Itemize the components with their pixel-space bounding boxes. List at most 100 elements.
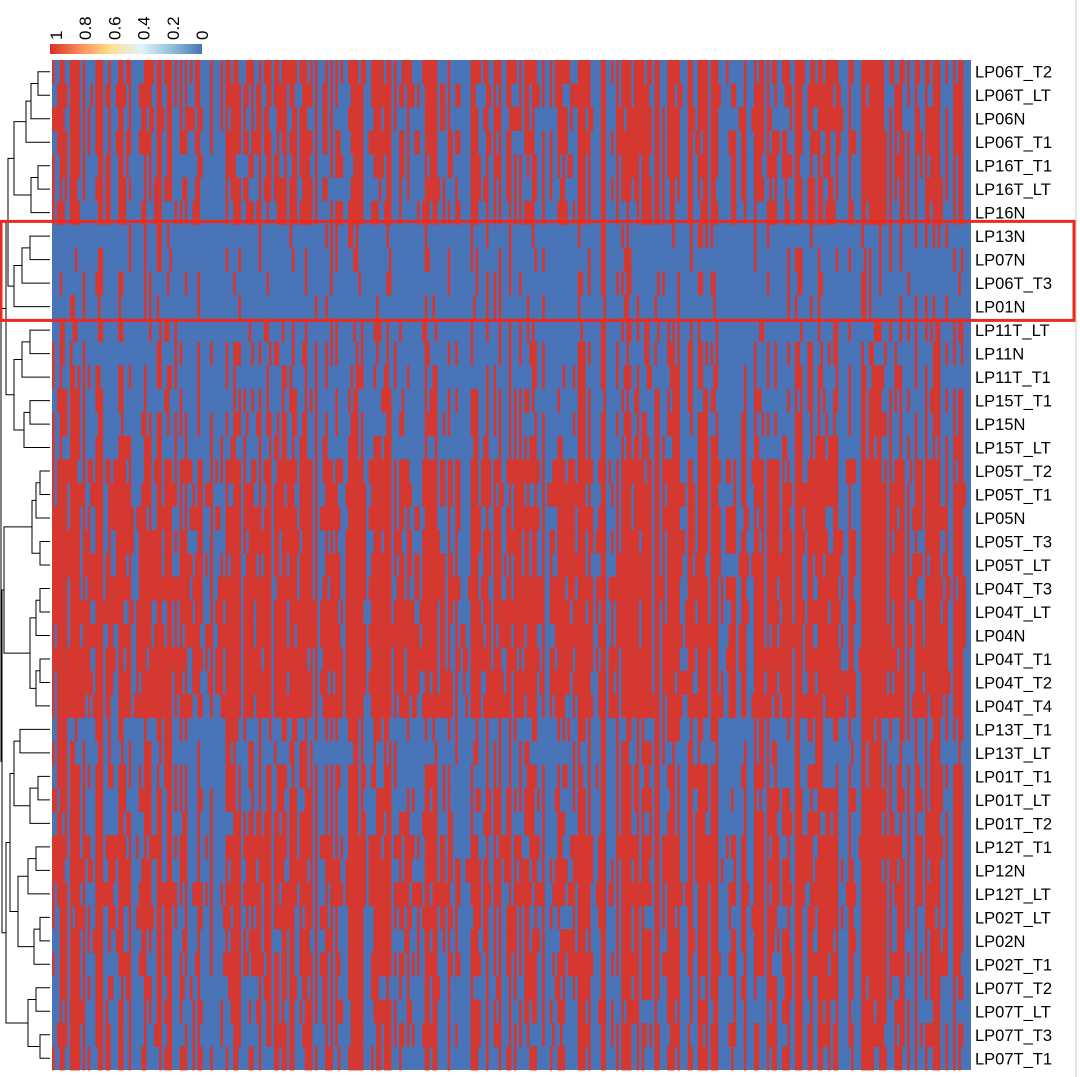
heatmap-cell xyxy=(848,553,854,578)
heatmap-cell xyxy=(741,576,747,601)
heatmap-cell xyxy=(636,623,640,648)
heatmap-cell xyxy=(662,482,665,507)
heatmap-cell xyxy=(654,177,660,202)
heatmap-cell xyxy=(907,1023,910,1047)
heatmap-cell xyxy=(470,929,479,953)
heatmap-cell xyxy=(879,83,885,108)
heatmap-cell xyxy=(136,835,139,860)
heatmap-cell xyxy=(815,647,826,672)
heatmap-cell xyxy=(771,130,780,155)
heatmap-cell xyxy=(345,576,356,601)
heatmap-cell xyxy=(519,929,522,953)
row-labels: LP06T_T2LP06T_LTLP06NLP06T_T1LP16T_T1LP1… xyxy=(975,64,1052,1069)
heatmap-cell xyxy=(263,835,272,860)
heatmap-cell xyxy=(72,318,75,343)
heatmap-cell xyxy=(299,952,310,977)
heatmap-cell xyxy=(108,905,116,930)
heatmap-cell xyxy=(514,482,517,507)
heatmap-cell xyxy=(302,435,308,460)
heatmap-cell xyxy=(440,835,446,860)
heatmap-cell xyxy=(322,694,333,719)
heatmap-cell xyxy=(879,412,882,437)
heatmap-cell xyxy=(432,929,438,953)
heatmap-cell xyxy=(427,200,430,225)
heatmap-cell xyxy=(628,929,632,953)
heatmap-cell xyxy=(662,670,665,695)
heatmap-cell xyxy=(174,623,178,648)
heatmap-cell xyxy=(57,741,65,766)
heatmap-cell xyxy=(914,952,918,977)
heatmap-cell xyxy=(884,412,887,437)
heatmap-cell xyxy=(628,412,632,437)
heatmap-cell xyxy=(710,694,721,719)
heatmap-cell xyxy=(485,670,489,695)
heatmap-cell xyxy=(789,600,793,625)
heatmap-cell xyxy=(631,529,640,554)
heatmap-cell xyxy=(731,929,737,953)
heatmap-cell xyxy=(470,1046,479,1071)
heatmap-cell xyxy=(69,83,81,108)
heatmap-cell xyxy=(246,412,249,437)
heatmap-cell xyxy=(52,177,55,202)
heatmap-cell xyxy=(667,1046,675,1071)
heatmap-cell xyxy=(930,318,933,343)
heatmap-cell xyxy=(179,858,188,883)
heatmap-cell xyxy=(82,788,86,813)
heatmap-row xyxy=(52,600,966,625)
heatmap-row xyxy=(52,1046,961,1071)
heatmap-cell xyxy=(825,811,831,836)
heatmap-cell xyxy=(166,365,172,390)
heatmap-cell xyxy=(572,553,576,578)
heatmap-cell xyxy=(164,1046,167,1071)
heatmap-cell xyxy=(348,106,359,131)
heatmap-cell xyxy=(741,976,747,1000)
heatmap-cell xyxy=(914,600,923,625)
heatmap-cell xyxy=(514,952,517,977)
heatmap-cell xyxy=(383,200,392,225)
heatmap-cell xyxy=(243,835,254,860)
heatmap-cell xyxy=(759,623,765,648)
heatmap-cell xyxy=(123,459,127,484)
heatmap-cell xyxy=(447,412,451,437)
heatmap-cell xyxy=(662,177,665,202)
heatmap-cell xyxy=(626,271,632,296)
heatmap-cell xyxy=(498,764,502,789)
heatmap-cell xyxy=(738,647,747,672)
heatmap-cell xyxy=(925,482,936,507)
heatmap-cell xyxy=(958,177,964,202)
heatmap-cell xyxy=(830,835,839,860)
heatmap-cell xyxy=(649,506,652,531)
heatmap-cell xyxy=(631,952,640,977)
heatmap-cell xyxy=(899,811,903,836)
heatmap-cell xyxy=(108,929,111,953)
heatmap-cell xyxy=(700,106,706,131)
heatmap-cell xyxy=(279,623,287,648)
heatmap-cell xyxy=(654,106,660,131)
heatmap-cell xyxy=(861,294,867,319)
heatmap-cell xyxy=(692,529,696,554)
heatmap-cell xyxy=(340,60,344,84)
heatmap-cell xyxy=(782,153,788,178)
heatmap-cell xyxy=(580,717,583,742)
heatmap-cell xyxy=(143,764,147,789)
heatmap-cell xyxy=(355,882,364,906)
heatmap-cell xyxy=(848,506,852,531)
heatmap-cell xyxy=(914,130,923,155)
heatmap-cell xyxy=(411,952,415,977)
heatmap-cell xyxy=(935,341,941,366)
heatmap-row xyxy=(57,388,964,413)
heatmap-cell xyxy=(184,200,188,225)
heatmap-cell xyxy=(641,929,647,953)
heatmap-cell xyxy=(953,576,956,601)
heatmap-cell xyxy=(274,83,280,108)
heatmap-cell xyxy=(281,929,287,953)
heatmap-cell xyxy=(899,318,903,343)
heatmap-cell xyxy=(565,106,568,131)
heatmap-cell xyxy=(141,200,147,225)
heatmap-cell xyxy=(371,83,382,108)
heatmap-cell xyxy=(953,694,956,719)
heatmap-cell xyxy=(146,741,152,766)
heatmap-cell xyxy=(542,553,545,578)
heatmap-cell xyxy=(549,83,553,108)
heatmap-cell xyxy=(332,647,344,672)
